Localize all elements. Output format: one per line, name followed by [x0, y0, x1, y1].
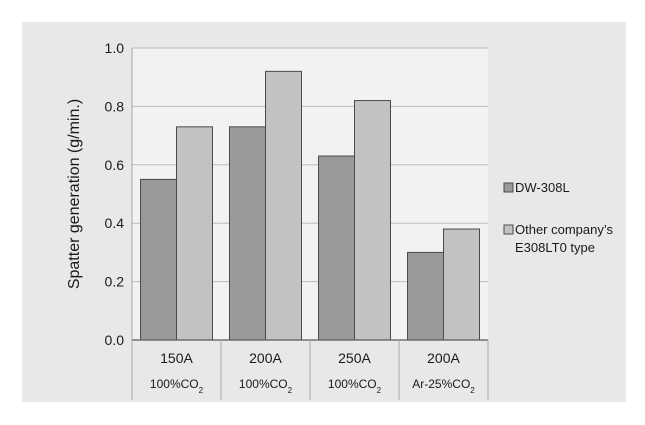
x-category-label: 250A [338, 350, 371, 366]
bar [265, 70, 302, 341]
legend-label-line: E308LT0 type [515, 240, 595, 255]
y-tick-label: 0.0 [105, 332, 125, 348]
y-tick-label: 0.4 [105, 215, 125, 231]
bar [176, 126, 213, 341]
axes [131, 48, 489, 400]
bar [443, 228, 480, 341]
bar [140, 178, 177, 341]
y-axis-label: Spatter generation (g/min.) [66, 99, 83, 289]
legend-swatch [503, 224, 514, 235]
bar [354, 100, 391, 341]
x-category-label: 200A [249, 350, 282, 366]
bar [318, 155, 355, 341]
x-subcategory-label: 100%CO2 [150, 377, 204, 395]
y-tick-label: 0.2 [105, 274, 125, 290]
y-tick-labels: 0.0 0.2 0.4 0.6 0.8 1.0 [105, 40, 125, 348]
bar [229, 126, 266, 341]
x-category-label: 150A [160, 350, 193, 366]
x-category-labels: 150A 100%CO2 200A 100%CO2 250A 100%CO2 200A Ar-… [150, 350, 475, 395]
y-tick-label: 0.8 [105, 98, 125, 114]
legend-swatch [503, 182, 514, 193]
legend-label-line: Other company’s [515, 222, 614, 237]
x-subcategory-label: 100%CO2 [239, 377, 293, 395]
x-category-label: 200A [427, 350, 460, 366]
x-subcategory-label: 100%CO2 [328, 377, 382, 395]
bars [140, 70, 480, 341]
x-subcategory-label: Ar-25%CO2 [412, 377, 475, 395]
bar [407, 251, 444, 341]
y-tick-label: 0.6 [105, 157, 125, 173]
y-tick-label: 1.0 [105, 40, 125, 56]
legend: DW-308L Other company’s E308LT0 type [503, 180, 614, 255]
legend-label: DW-308L [515, 180, 570, 195]
